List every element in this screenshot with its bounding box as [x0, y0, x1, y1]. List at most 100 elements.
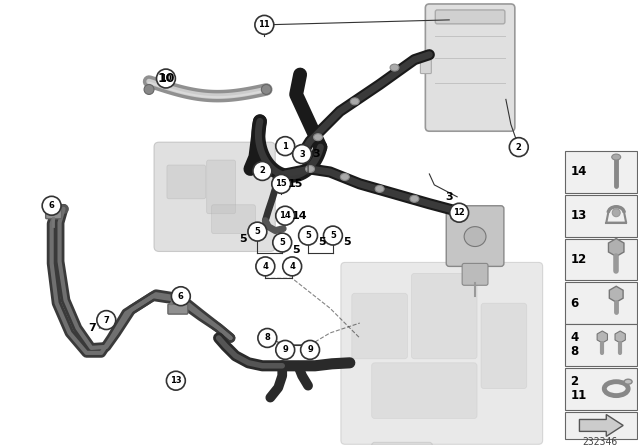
Text: 5: 5	[330, 231, 336, 240]
FancyBboxPatch shape	[564, 282, 637, 324]
Text: 7: 7	[88, 323, 96, 333]
Ellipse shape	[340, 173, 349, 181]
Polygon shape	[597, 331, 607, 343]
FancyBboxPatch shape	[341, 263, 543, 444]
FancyBboxPatch shape	[481, 303, 527, 389]
FancyBboxPatch shape	[564, 238, 637, 280]
Text: 6: 6	[178, 292, 184, 301]
Text: 7: 7	[104, 315, 109, 324]
Text: 1: 1	[282, 142, 288, 151]
Text: 14: 14	[570, 165, 587, 178]
Text: 13: 13	[170, 376, 182, 385]
Circle shape	[276, 340, 294, 359]
FancyBboxPatch shape	[564, 412, 637, 439]
Ellipse shape	[624, 379, 632, 384]
Ellipse shape	[261, 85, 271, 95]
Circle shape	[258, 328, 276, 347]
Circle shape	[97, 310, 116, 330]
FancyBboxPatch shape	[372, 363, 477, 418]
Circle shape	[42, 196, 61, 215]
FancyBboxPatch shape	[446, 206, 504, 267]
FancyBboxPatch shape	[352, 293, 408, 359]
FancyBboxPatch shape	[420, 60, 431, 73]
Polygon shape	[609, 238, 624, 256]
Text: 5: 5	[318, 237, 326, 246]
FancyBboxPatch shape	[435, 10, 505, 24]
Text: 232346: 232346	[582, 437, 618, 448]
FancyBboxPatch shape	[207, 160, 236, 214]
Text: 6: 6	[49, 201, 54, 210]
Text: 12: 12	[453, 208, 465, 217]
Circle shape	[255, 15, 274, 34]
Circle shape	[283, 257, 301, 276]
Text: 14: 14	[291, 211, 307, 221]
Circle shape	[273, 233, 292, 252]
Text: 5: 5	[239, 233, 247, 244]
Ellipse shape	[375, 185, 384, 192]
FancyBboxPatch shape	[45, 207, 61, 219]
Ellipse shape	[410, 195, 419, 202]
Circle shape	[301, 340, 319, 359]
Ellipse shape	[144, 85, 154, 95]
Ellipse shape	[464, 227, 486, 246]
Circle shape	[272, 174, 291, 194]
Text: 4
8: 4 8	[570, 332, 579, 358]
Ellipse shape	[305, 165, 314, 172]
Text: 5: 5	[292, 246, 300, 255]
FancyBboxPatch shape	[564, 324, 637, 366]
Text: 4: 4	[289, 262, 295, 271]
FancyBboxPatch shape	[167, 165, 205, 199]
FancyBboxPatch shape	[462, 263, 488, 285]
Text: 15: 15	[275, 179, 287, 189]
Text: 8: 8	[264, 333, 270, 342]
Circle shape	[292, 145, 312, 164]
Text: 2: 2	[259, 167, 266, 176]
Circle shape	[157, 69, 175, 88]
Text: 15: 15	[287, 179, 303, 189]
Circle shape	[276, 206, 294, 225]
FancyBboxPatch shape	[564, 151, 637, 193]
FancyBboxPatch shape	[168, 304, 188, 314]
Text: 3: 3	[312, 149, 320, 159]
Text: 5: 5	[279, 238, 285, 247]
Text: 12: 12	[570, 253, 587, 266]
Text: 11: 11	[259, 20, 270, 30]
Text: 2
11: 2 11	[570, 375, 587, 402]
Polygon shape	[609, 286, 623, 302]
Text: 5: 5	[305, 231, 311, 240]
Text: 4: 4	[262, 262, 268, 271]
FancyBboxPatch shape	[412, 273, 477, 359]
Polygon shape	[579, 414, 623, 436]
Text: 13: 13	[570, 209, 587, 222]
Circle shape	[276, 137, 294, 155]
Polygon shape	[615, 331, 625, 343]
Circle shape	[172, 287, 190, 306]
FancyBboxPatch shape	[564, 368, 637, 409]
Circle shape	[323, 226, 342, 245]
Text: 3: 3	[300, 150, 305, 159]
Text: 10: 10	[160, 74, 172, 83]
Ellipse shape	[314, 134, 323, 141]
FancyBboxPatch shape	[212, 205, 255, 233]
FancyBboxPatch shape	[372, 442, 433, 448]
FancyBboxPatch shape	[426, 4, 515, 131]
FancyBboxPatch shape	[154, 142, 275, 251]
Text: 9: 9	[282, 345, 288, 354]
Text: 9: 9	[307, 345, 313, 354]
Circle shape	[509, 138, 528, 156]
Ellipse shape	[390, 64, 399, 71]
Text: 2: 2	[516, 142, 522, 151]
Ellipse shape	[612, 209, 620, 217]
Ellipse shape	[612, 154, 621, 160]
Text: 6: 6	[570, 297, 579, 310]
Circle shape	[166, 371, 186, 390]
Circle shape	[248, 222, 267, 241]
Text: 5: 5	[343, 237, 351, 246]
Text: 3: 3	[445, 192, 453, 202]
Text: 14: 14	[279, 211, 291, 220]
Ellipse shape	[350, 98, 359, 105]
Circle shape	[450, 203, 468, 222]
Text: 5: 5	[255, 227, 260, 236]
Circle shape	[253, 162, 272, 181]
Circle shape	[256, 257, 275, 276]
